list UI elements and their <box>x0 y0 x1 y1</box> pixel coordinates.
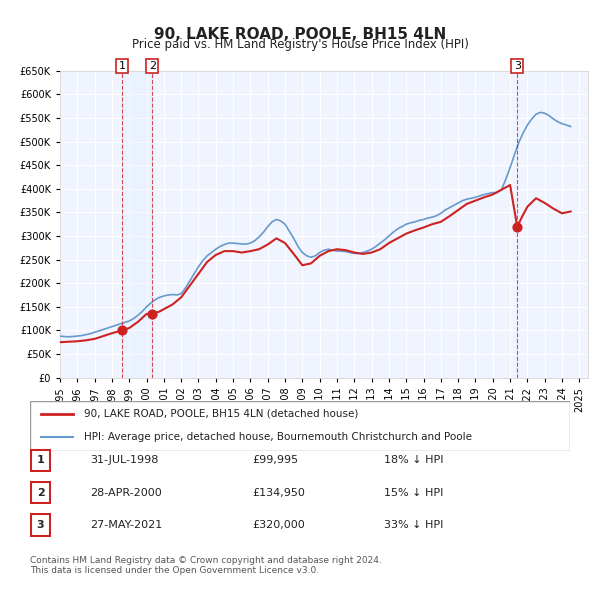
Bar <box>122 71 152 378</box>
Text: 1: 1 <box>118 61 125 71</box>
FancyBboxPatch shape <box>31 514 50 536</box>
FancyBboxPatch shape <box>31 450 50 471</box>
Text: 33% ↓ HPI: 33% ↓ HPI <box>384 520 443 530</box>
Text: £134,950: £134,950 <box>252 488 305 497</box>
Point <box>148 309 157 319</box>
Text: 90, LAKE ROAD, POOLE, BH15 4LN (detached house): 90, LAKE ROAD, POOLE, BH15 4LN (detached… <box>84 409 358 419</box>
Text: 15% ↓ HPI: 15% ↓ HPI <box>384 488 443 497</box>
Text: 2: 2 <box>149 61 156 71</box>
Text: HPI: Average price, detached house, Bournemouth Christchurch and Poole: HPI: Average price, detached house, Bour… <box>84 432 472 442</box>
Point <box>512 222 522 231</box>
Text: 3: 3 <box>514 61 521 71</box>
Text: 27-MAY-2021: 27-MAY-2021 <box>90 520 162 530</box>
FancyBboxPatch shape <box>30 401 570 451</box>
Text: 3: 3 <box>37 520 44 530</box>
Text: £320,000: £320,000 <box>252 520 305 530</box>
Text: £99,995: £99,995 <box>252 455 298 465</box>
Point <box>117 326 127 335</box>
Text: 18% ↓ HPI: 18% ↓ HPI <box>384 455 443 465</box>
Text: 2: 2 <box>37 488 44 497</box>
Text: 1: 1 <box>37 455 44 465</box>
Text: Price paid vs. HM Land Registry's House Price Index (HPI): Price paid vs. HM Land Registry's House … <box>131 38 469 51</box>
Text: 28-APR-2000: 28-APR-2000 <box>90 488 162 497</box>
FancyBboxPatch shape <box>31 482 50 503</box>
Text: 31-JUL-1998: 31-JUL-1998 <box>90 455 158 465</box>
Text: Contains HM Land Registry data © Crown copyright and database right 2024.
This d: Contains HM Land Registry data © Crown c… <box>30 556 382 575</box>
Text: 90, LAKE ROAD, POOLE, BH15 4LN: 90, LAKE ROAD, POOLE, BH15 4LN <box>154 27 446 41</box>
